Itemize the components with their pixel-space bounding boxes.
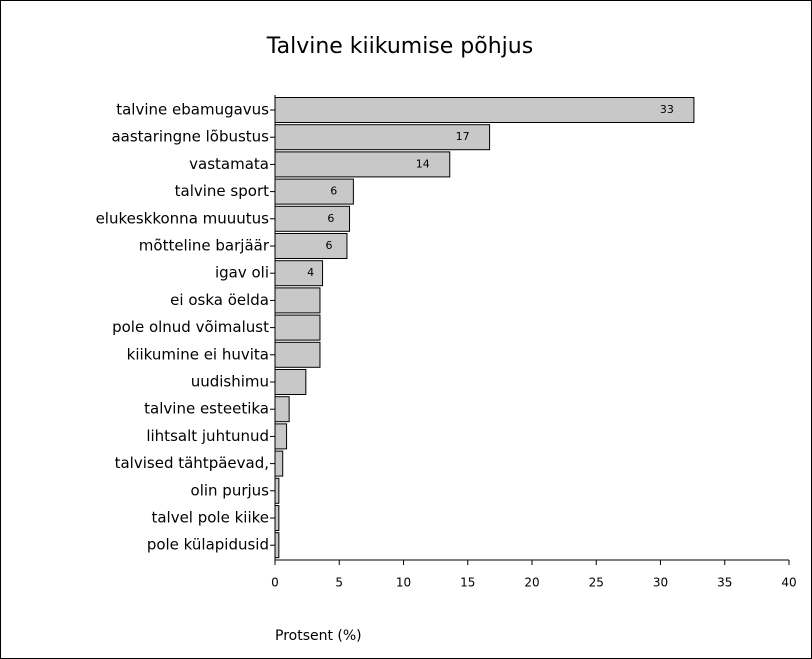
bar (274, 341, 321, 368)
x-tick-label: 30 (653, 576, 668, 590)
data-label: 4 (307, 266, 314, 279)
bar (274, 97, 695, 123)
data-label: 33 (660, 103, 674, 116)
chart-title: Talvine kiikumise põhjus (266, 34, 533, 59)
bar (274, 369, 307, 395)
x-tick-label: 40 (781, 576, 796, 590)
y-tick-label: igav oli (215, 264, 269, 282)
bar (274, 287, 321, 314)
y-tick-label: talvel pole kiike (151, 509, 269, 527)
x-tick-label: 5 (335, 576, 343, 590)
bar (274, 532, 280, 559)
bar (274, 205, 351, 232)
y-tick-label: talvine sport (175, 182, 269, 200)
bar (274, 477, 280, 504)
x-tick-label: 20 (524, 576, 539, 590)
data-label: 6 (327, 212, 334, 225)
y-tick-label: lihtsalt juhtunud (146, 427, 269, 445)
y-tick-label: mõtteline barjäär (139, 237, 270, 255)
y-tick-label: vastamata (189, 155, 269, 173)
y-tick-label: talvine ebamugavus (116, 101, 269, 119)
bar (274, 233, 348, 259)
x-tick-label: 0 (271, 576, 279, 590)
y-tick-label: aastaringne lõbustus (111, 128, 269, 146)
data-label: 14 (416, 157, 430, 170)
data-label: 17 (456, 130, 470, 143)
x-tick-label: 15 (460, 576, 475, 590)
x-axis-label: Protsent (%) (275, 628, 362, 644)
bar (274, 178, 354, 205)
y-tick-label: pole olnud võimalust (112, 318, 269, 336)
bar (274, 124, 491, 151)
x-tick-label: 25 (589, 576, 604, 590)
y-tick-label: olin purjus (191, 481, 270, 499)
y-tick-label: talvine esteetika (144, 400, 269, 418)
y-tick-label: talvised tähtpäevad, (115, 454, 269, 472)
x-tick-label: 35 (717, 576, 732, 590)
bar (274, 450, 284, 477)
data-label: 6 (330, 185, 337, 198)
y-tick-label: pole külapidusid (147, 536, 269, 554)
bar (274, 505, 280, 531)
bar (274, 151, 451, 178)
x-tick-label: 10 (396, 576, 411, 590)
y-tick-label: elukeskkonna muuutus (96, 209, 270, 227)
bar (274, 260, 324, 287)
bar (274, 423, 288, 450)
y-tick-label: ei oska öelda (170, 291, 269, 309)
bar (274, 314, 321, 341)
y-tick-label: kiikumine ei huvita (127, 345, 269, 363)
y-tick-label: uudishimu (191, 373, 269, 391)
data-label: 6 (325, 239, 332, 252)
bar (274, 396, 290, 423)
